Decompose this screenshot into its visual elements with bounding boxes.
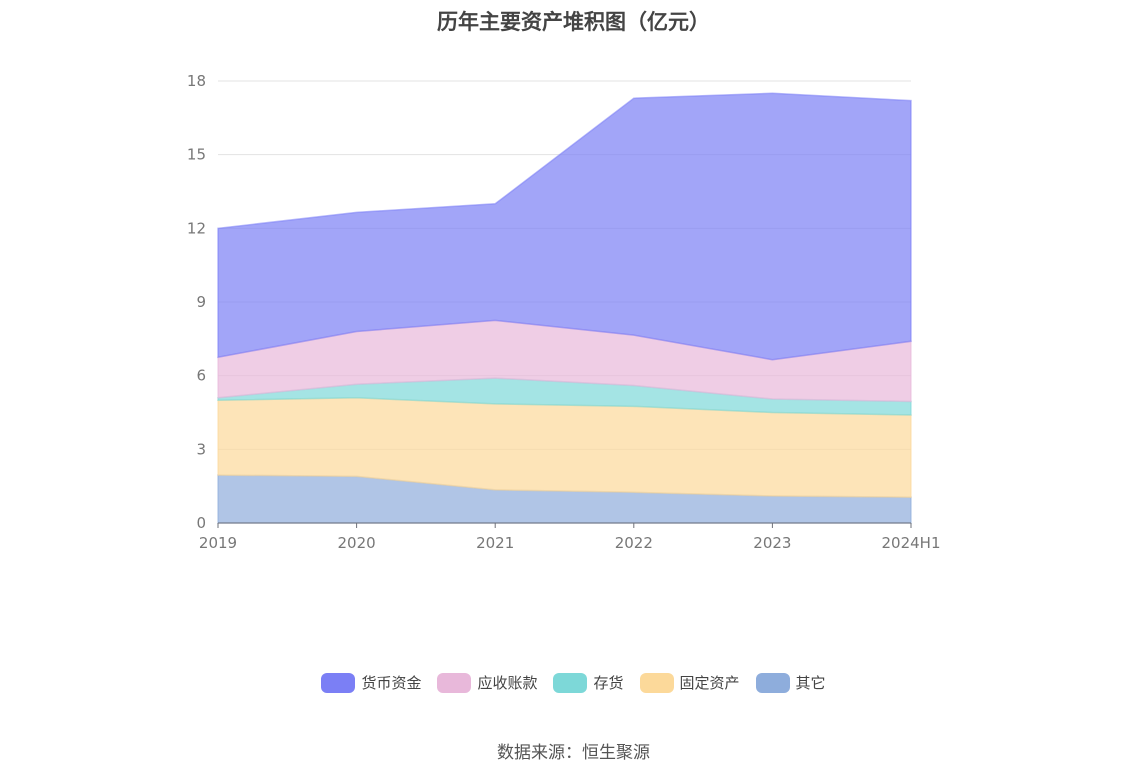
area-layer (217, 92, 912, 524)
x-tick-label: 2020 (338, 534, 376, 552)
legend-label: 其它 (795, 674, 826, 692)
legend-swatch (437, 672, 472, 693)
legend-swatch (553, 672, 588, 693)
x-tick-label: 2022 (615, 534, 653, 552)
y-tick-label: 3 (196, 440, 206, 458)
legend: 货币资金 应收账款 存货 固定资产 其它 (0, 672, 1147, 693)
x-tick-label: 2019 (199, 534, 237, 552)
legend-item-存货[interactable]: 存货 (553, 672, 624, 693)
y-tick-label: 12 (187, 219, 206, 237)
x-tick-label: 2024H1 (882, 534, 941, 552)
chart-title: 历年主要资产堆积图（亿元） (437, 10, 710, 34)
legend-swatch (755, 672, 790, 693)
stacked-area-chart: 0 3 6 9 12 15 18 2019 2020 2021 2022 2023 2024H1 (187, 72, 941, 552)
legend-label: 固定资产 (679, 674, 740, 692)
legend-item-应收账款[interactable]: 应收账款 (437, 672, 537, 693)
legend-item-货币资金[interactable]: 货币资金 (321, 672, 421, 693)
legend-label: 货币资金 (361, 674, 422, 692)
data-source-note: 数据来源：恒生聚源 (497, 743, 650, 763)
legend-swatch (321, 672, 356, 693)
legend-swatch (639, 672, 674, 693)
legend-item-固定资产[interactable]: 固定资产 (639, 672, 740, 693)
legend-label: 应收账款 (477, 674, 538, 692)
y-tick-label: 18 (187, 72, 206, 90)
y-tick-label: 15 (187, 146, 206, 164)
x-tick-label: 2021 (476, 534, 514, 552)
area-series-货币资金[interactable] (217, 92, 912, 361)
y-tick-label: 0 (196, 514, 206, 532)
legend-item-其它[interactable]: 其它 (755, 672, 826, 693)
legend-label: 存货 (593, 674, 624, 692)
y-tick-label: 6 (196, 367, 206, 385)
axis-layer: 0 3 6 9 12 15 18 2019 2020 2021 2022 2023 2024H1 (187, 72, 941, 552)
y-tick-label: 9 (196, 293, 206, 311)
x-tick-label: 2023 (753, 534, 791, 552)
